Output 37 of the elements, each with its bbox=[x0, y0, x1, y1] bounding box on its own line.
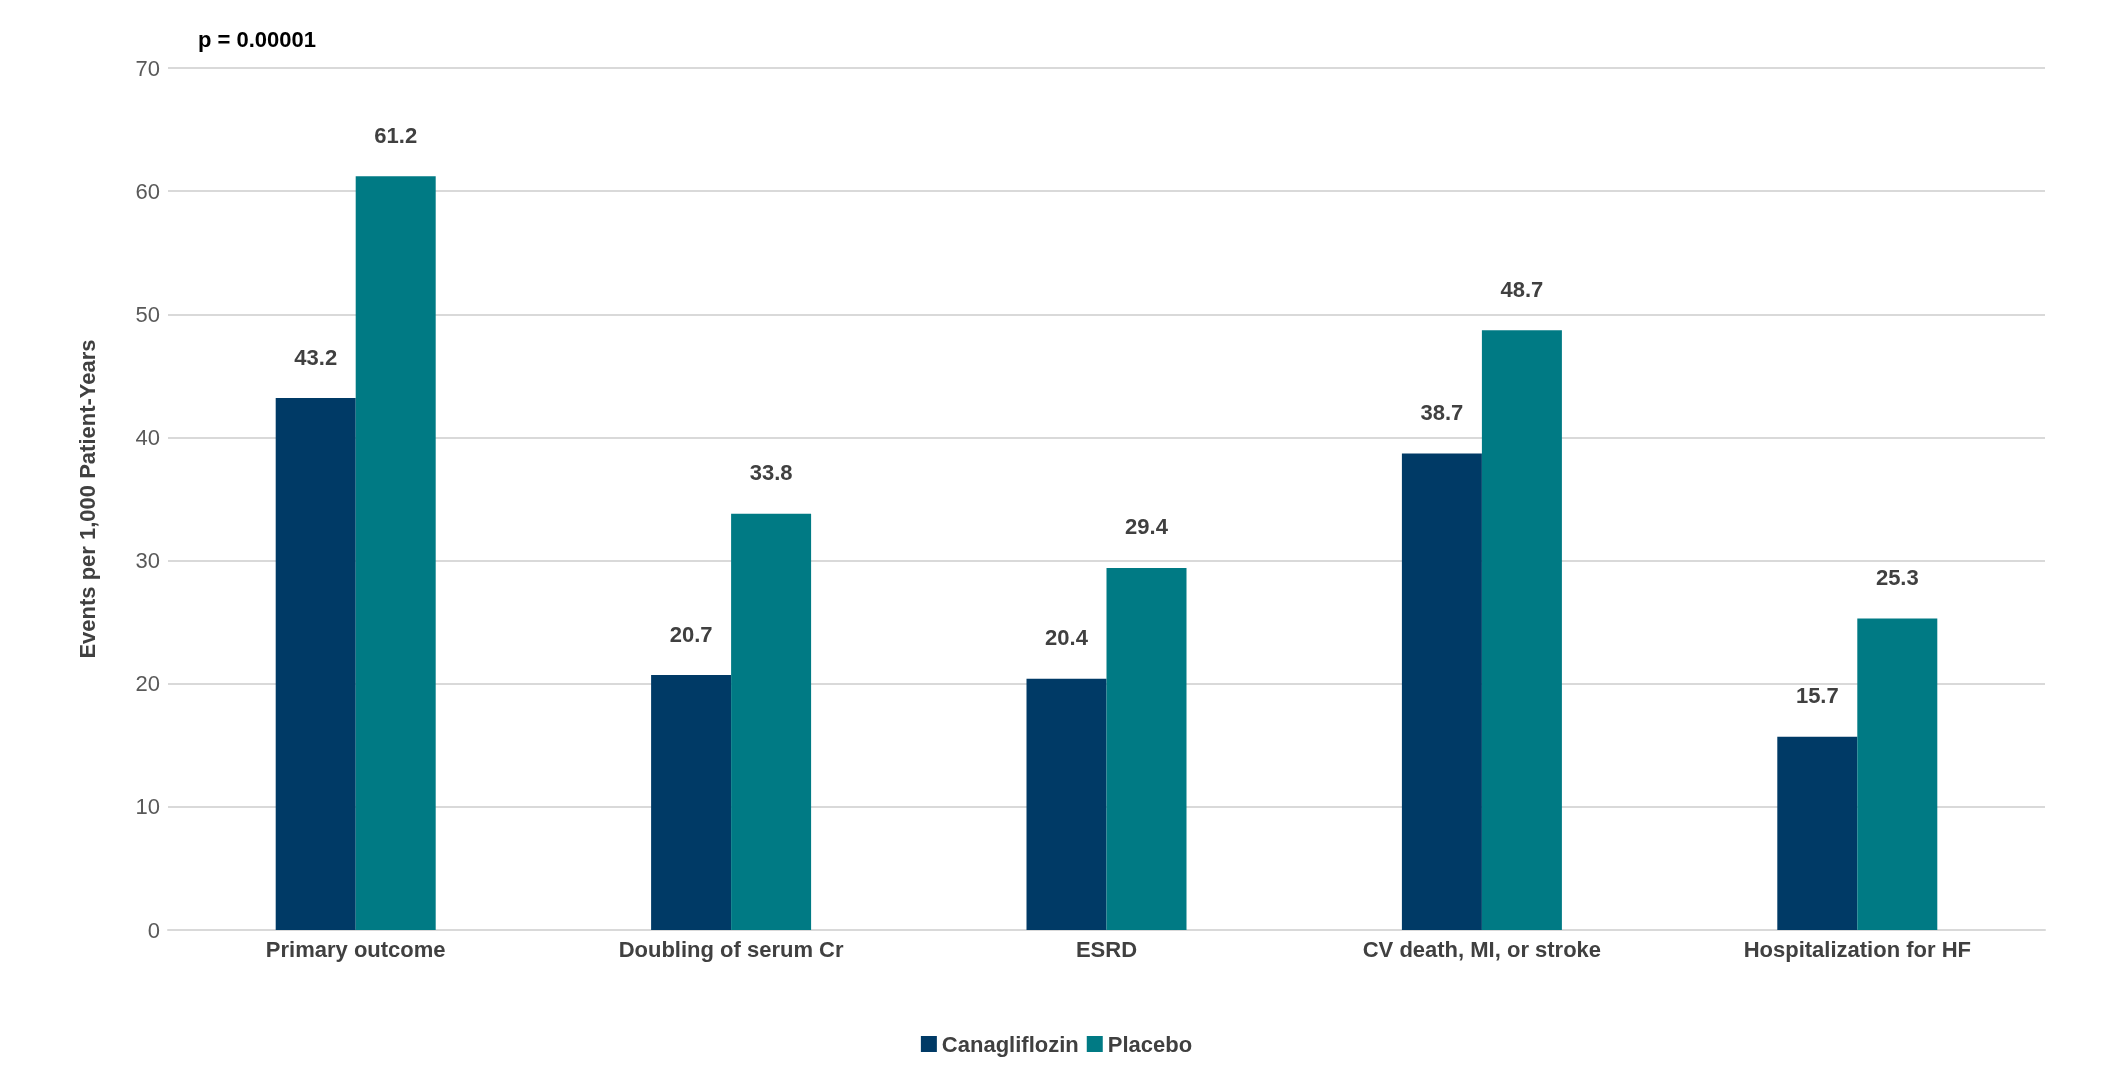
x-tick-label: Hospitalization for HF bbox=[1743, 936, 1971, 962]
y-tick-label: 60 bbox=[135, 178, 160, 204]
bar bbox=[1777, 736, 1858, 930]
bar bbox=[1401, 453, 1482, 930]
text: p = 0.00001 bbox=[198, 26, 317, 52]
bar bbox=[275, 398, 356, 930]
data-label: 33.8 bbox=[749, 460, 793, 486]
data-label: 61.2 bbox=[374, 122, 418, 148]
data-label: 38.7 bbox=[1420, 399, 1464, 425]
y-tick-label: 50 bbox=[135, 301, 160, 327]
y-tick-label: 40 bbox=[135, 424, 160, 450]
y-tick-label: 20 bbox=[135, 671, 160, 697]
data-label: 29.4 bbox=[1125, 514, 1169, 540]
data-label: 43.2 bbox=[294, 344, 338, 370]
data-label: 20.4 bbox=[1045, 625, 1089, 651]
bar bbox=[1026, 678, 1107, 930]
x-tick-label: Primary outcome bbox=[265, 936, 446, 962]
y-tick-label: 0 bbox=[147, 917, 160, 943]
data-label: 25.3 bbox=[1875, 564, 1919, 590]
data-label: 48.7 bbox=[1500, 276, 1544, 302]
bar bbox=[1106, 567, 1187, 930]
x-tick-label: ESRD bbox=[1075, 936, 1138, 962]
bar bbox=[1857, 618, 1938, 930]
data-label: 15.7 bbox=[1795, 683, 1839, 709]
y-tick-label: 30 bbox=[135, 548, 160, 574]
y-tick-label: 70 bbox=[135, 55, 160, 81]
legend-label: Placebo bbox=[1107, 1031, 1193, 1057]
bar bbox=[651, 675, 732, 930]
x-tick-label: CV death, MI, or stroke bbox=[1362, 936, 1602, 962]
bar bbox=[1481, 330, 1562, 930]
bar bbox=[731, 513, 812, 930]
legend-label: Canagliflozin bbox=[941, 1031, 1079, 1057]
x-tick-label: Doubling of serum Cr bbox=[618, 936, 844, 962]
bar bbox=[355, 176, 436, 930]
data-label: 20.7 bbox=[669, 621, 713, 647]
y-tick-label: 10 bbox=[135, 794, 160, 820]
y-axis-title: Events per 1,000 Patient-Years bbox=[74, 339, 100, 659]
